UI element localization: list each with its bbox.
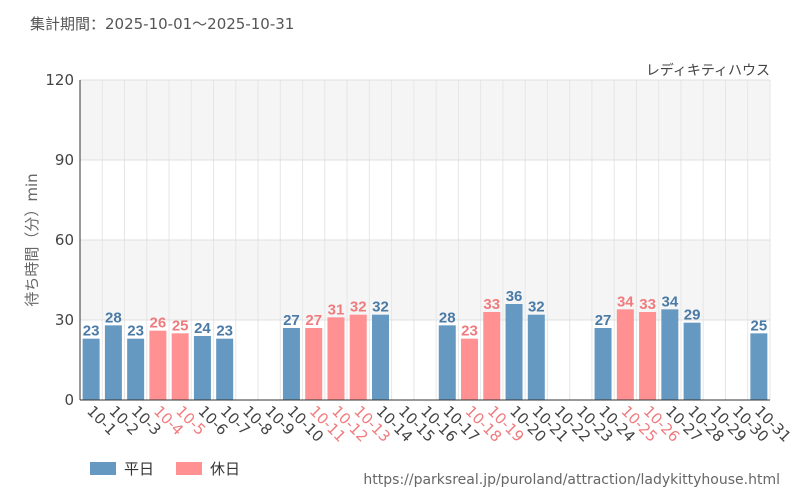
bar-10-4: [149, 330, 167, 400]
y-axis-label: 待ち時間（分）min: [23, 173, 41, 306]
bar-label-10-25: 34: [617, 293, 634, 310]
legend: 平日 休日: [90, 458, 262, 479]
legend-label-holiday: 休日: [210, 460, 241, 478]
y-tick-label: 60: [55, 231, 74, 249]
legend-swatch-weekday: [90, 462, 116, 475]
y-tick-label: 30: [55, 311, 74, 329]
bar-10-31: [750, 333, 768, 400]
bar-10-28: [683, 322, 701, 400]
y-tick-label: 120: [45, 71, 74, 89]
bar-10-7: [216, 338, 234, 400]
bar-label-10-7: 23: [216, 323, 233, 340]
bar-label-10-2: 28: [105, 309, 122, 326]
bar-label-10-26: 33: [639, 296, 656, 313]
bar-label-10-17: 28: [439, 309, 456, 326]
bar-10-12: [327, 317, 345, 400]
bar-10-19: [483, 312, 501, 400]
bar-10-21: [527, 314, 545, 400]
bar-label-10-11: 27: [305, 312, 322, 329]
bar-10-11: [305, 328, 323, 400]
bar-10-18: [461, 338, 479, 400]
legend-item-weekday: 平日: [90, 458, 154, 479]
axes: [79, 80, 770, 401]
y-tick-labels: 0 30 60 90 120: [45, 71, 74, 409]
bar-10-25: [616, 309, 634, 400]
bar-10-6: [193, 336, 211, 400]
source-url: https://parksreal.jp/puroland/attraction…: [363, 472, 780, 488]
bar-label-10-1: 23: [83, 323, 100, 340]
bar-10-17: [438, 325, 456, 400]
bar-label-10-20: 36: [506, 288, 523, 305]
bar-10-2: [104, 325, 122, 400]
bar-labels: 23 28 23 26 25 24 23 27 27 31 32 32 28 23 33 36 32 27 34 33…: [83, 288, 767, 340]
bar-10-20: [505, 304, 523, 400]
legend-swatch-holiday: [176, 462, 203, 475]
grid-band: [80, 160, 770, 240]
bar-10-1: [82, 338, 100, 400]
bar-label-10-4: 26: [150, 315, 167, 332]
legend-label-weekday: 平日: [124, 460, 155, 478]
grid-band: [80, 80, 770, 160]
bar-10-13: [349, 314, 367, 400]
bar-label-10-3: 23: [127, 323, 144, 340]
bar-10-5: [171, 333, 189, 400]
bar-10-26: [639, 312, 657, 400]
bar-label-10-21: 32: [528, 299, 545, 316]
bar-label-10-24: 27: [595, 312, 612, 329]
bar-label-10-13: 32: [350, 299, 367, 316]
bar-10-14: [371, 314, 389, 400]
bar-10-3: [127, 338, 145, 400]
bar-10-10: [282, 328, 300, 400]
y-tick-label: 90: [55, 151, 74, 169]
chart-title: レディキティハウス: [646, 62, 770, 79]
x-tick-labels: 10-110-210-310-410-510-610-710-810-910-1…: [83, 402, 794, 446]
bar-label-10-5: 25: [172, 317, 189, 334]
legend-item-holiday: 休日: [176, 458, 240, 479]
bars: [82, 304, 768, 400]
bar-label-10-27: 34: [661, 293, 678, 310]
bar-label-10-31: 25: [751, 317, 768, 334]
bar-10-27: [661, 309, 679, 400]
bar-label-10-14: 32: [372, 299, 389, 316]
collection-period: 集計期間：2025-10-01～2025-10-31: [30, 15, 295, 33]
bar-label-10-19: 33: [483, 296, 500, 313]
bar-label-10-6: 24: [194, 320, 211, 337]
y-tick-label: 0: [64, 391, 74, 409]
bar-label-10-18: 23: [461, 323, 478, 340]
bar-label-10-28: 29: [684, 307, 701, 324]
bar-10-24: [594, 328, 612, 400]
bar-label-10-12: 31: [328, 301, 345, 318]
bar-label-10-10: 27: [283, 312, 300, 329]
grid-band: [80, 240, 770, 320]
